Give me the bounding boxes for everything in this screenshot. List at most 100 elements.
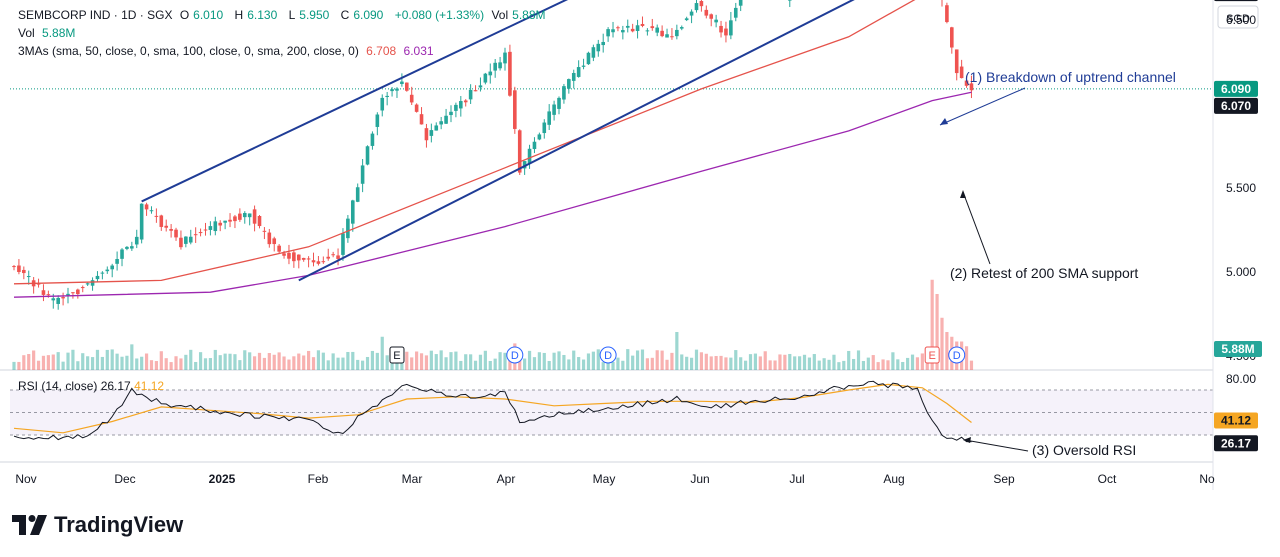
candle-body [46, 294, 51, 296]
volume-bar [326, 360, 330, 370]
volume-bar [429, 350, 433, 370]
candle-body [552, 104, 556, 115]
volume-row-label[interactable]: Vol [18, 26, 35, 40]
candle-body [115, 259, 119, 264]
volume-bar [105, 349, 109, 370]
annotation-retest: (2) Retest of 200 SMA support [950, 265, 1138, 281]
volume-bar [233, 354, 237, 370]
candle-body [95, 275, 100, 280]
dividend-marker-label: D [953, 350, 961, 362]
volume-bar [650, 357, 654, 370]
candle [488, 63, 493, 84]
candle-body [630, 28, 635, 32]
volume-bar [120, 356, 124, 370]
candle-body [130, 246, 134, 249]
volume-bar [645, 358, 649, 370]
candle-body [17, 265, 21, 272]
candle-body [542, 122, 547, 134]
candle-body [164, 225, 169, 228]
volume-bar [527, 350, 532, 370]
volume-bar [572, 350, 576, 370]
candle [400, 73, 404, 87]
candle [414, 103, 419, 113]
volume-bar [631, 355, 635, 370]
tradingview-logo[interactable]: TradingView [12, 512, 183, 538]
volume-bar [852, 358, 856, 370]
high-value: 6.130 [247, 8, 278, 22]
volume-bar [272, 354, 276, 370]
candle-body [346, 218, 350, 239]
rsi-ma-tag: 41.12 [1221, 413, 1251, 427]
candle-body [694, 3, 699, 11]
candle [154, 208, 159, 223]
candle-body [576, 67, 581, 77]
candle-body [400, 81, 404, 85]
volume-bar [282, 356, 286, 370]
volume-bar [71, 349, 75, 370]
candle-body [326, 256, 331, 259]
candle-body [110, 265, 114, 270]
candle-body [650, 26, 655, 29]
candle-body [272, 238, 277, 245]
ma-label[interactable]: 3MAs (sma, 50, close, 0, sma, 100, close… [18, 44, 359, 58]
candle-body [90, 280, 95, 286]
annotation-rsi: (3) Oversold RSI [1032, 442, 1136, 458]
candle [257, 215, 262, 229]
volume-bar [115, 353, 119, 370]
currency-button [1217, 5, 1259, 29]
candle [139, 203, 144, 244]
volume-bar [380, 336, 384, 370]
candle [473, 85, 478, 92]
candle [498, 56, 502, 71]
candle-body [493, 62, 497, 71]
candle-body [675, 29, 679, 37]
volume-bar [910, 354, 915, 370]
symbol-name[interactable]: SEMBCORP IND · 1D · SGX [18, 8, 173, 22]
candle-body [621, 30, 625, 33]
candle [670, 28, 674, 40]
candle [557, 96, 561, 115]
candle [625, 19, 630, 33]
candle-body [331, 254, 335, 256]
volume-bar [385, 355, 389, 370]
volume-bar [724, 357, 728, 370]
candle-body [513, 90, 517, 129]
volume-bar [356, 359, 360, 370]
x-tick-label: No [1199, 472, 1215, 486]
candle-body [414, 104, 419, 112]
candle [954, 49, 959, 81]
volume-bar [51, 354, 55, 370]
candle [12, 265, 16, 271]
candle-body [350, 200, 355, 224]
candle-body [154, 215, 159, 217]
volume-bar [675, 332, 679, 370]
candle-body [527, 148, 532, 164]
volume-bar [807, 357, 812, 370]
rsi-tag-bg [1214, 435, 1258, 452]
candle [547, 104, 551, 131]
volume-bar [542, 352, 546, 370]
candle [233, 214, 237, 229]
volume-bar [331, 353, 335, 370]
volume-bar [194, 361, 198, 370]
candle-body [282, 253, 286, 256]
volume-bar [449, 352, 453, 370]
sma-200-tag-bg [1214, 97, 1258, 114]
candle-body [208, 226, 213, 230]
volume-bar [154, 361, 158, 370]
candle [459, 96, 463, 117]
y-tick-label: 5.000 [1226, 265, 1256, 279]
candle [719, 20, 723, 38]
candle-body [36, 283, 41, 285]
candle-body [616, 27, 620, 29]
candle [463, 99, 468, 107]
candle-body [611, 29, 615, 33]
candle [395, 87, 399, 98]
volume-bar [626, 349, 630, 370]
candle [699, 0, 704, 12]
candle-body [247, 213, 252, 218]
candle [292, 249, 296, 268]
earnings-marker [389, 346, 405, 364]
volume-bar [827, 359, 831, 370]
